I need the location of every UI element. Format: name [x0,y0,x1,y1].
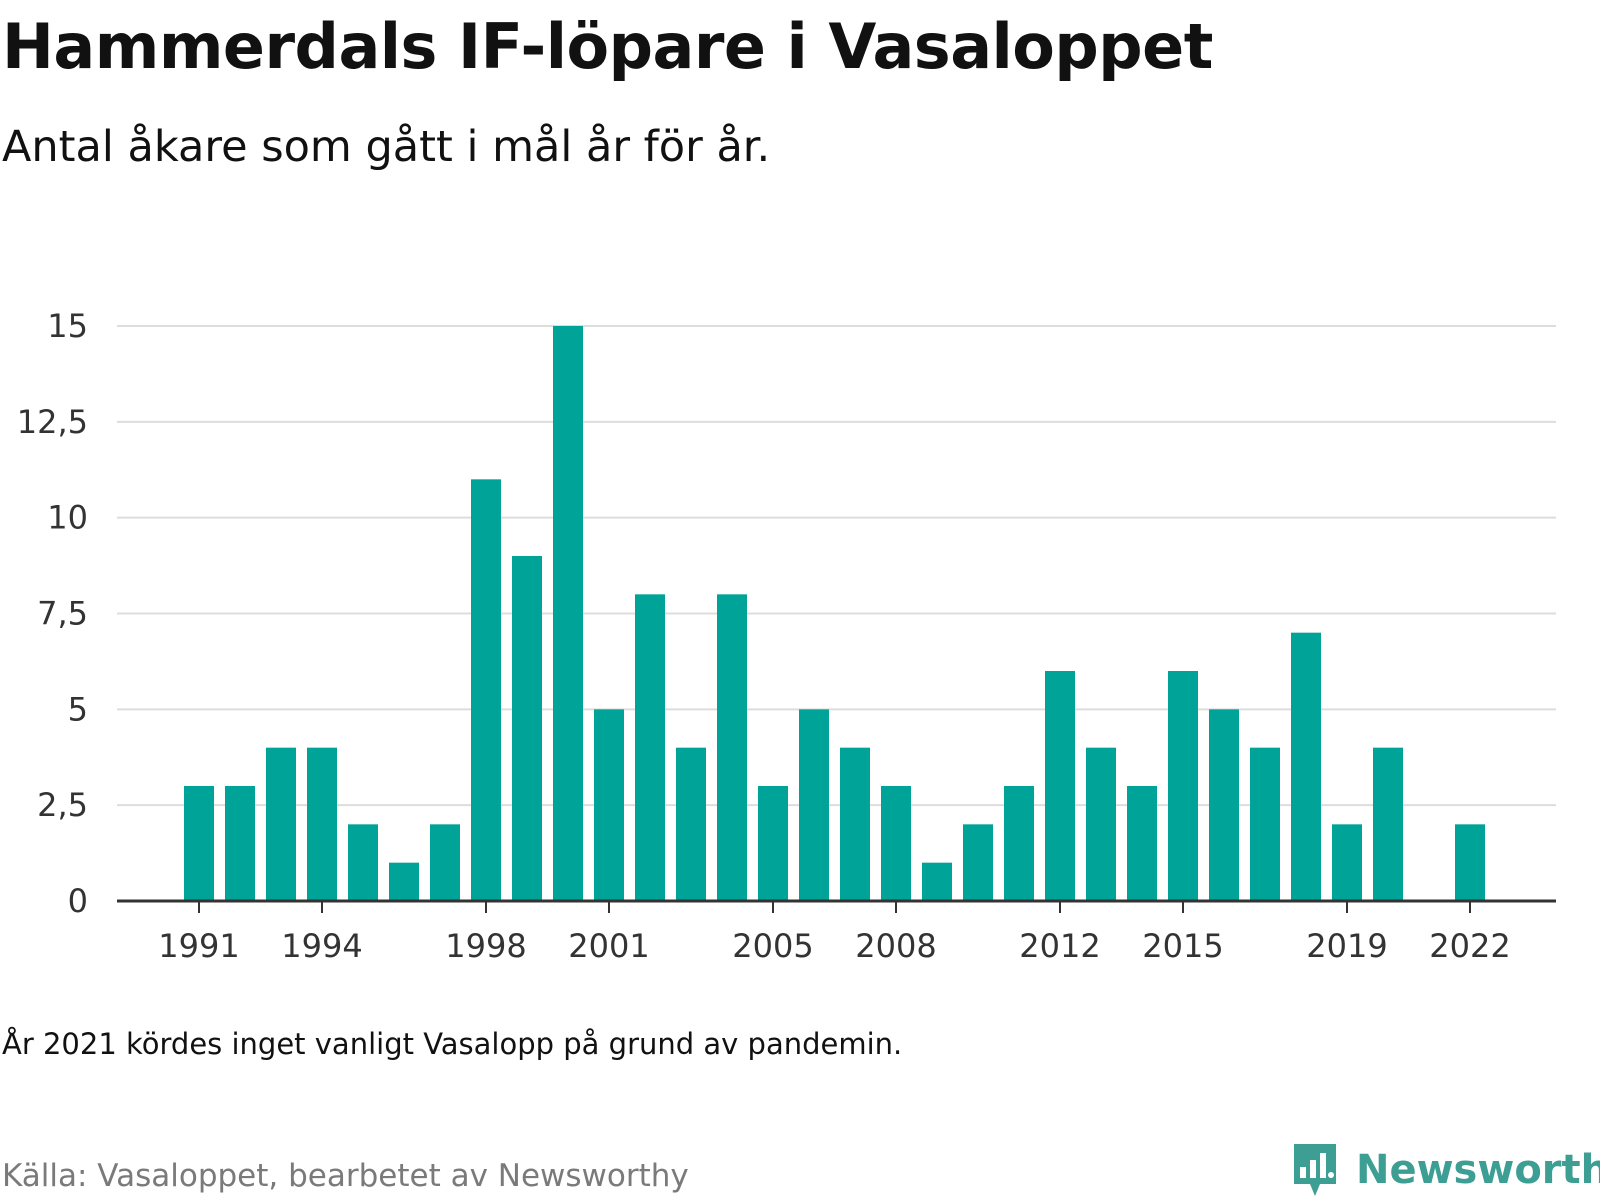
bar [307,747,337,901]
y-tick-label: 2,5 [37,786,88,824]
y-axis-ticks: 0 2,5 5 7,5 10 12,5 15 [17,307,88,920]
brand-name: Newsworthy [1356,1147,1600,1193]
x-tick-label: 2015 [1142,927,1223,965]
bar [717,594,747,901]
x-tick-label: 1991 [158,927,239,965]
x-tick-label: 2019 [1306,927,1387,965]
bar [1332,824,1362,901]
bar [1291,632,1321,901]
bar [1004,786,1034,901]
y-tick-label: 7,5 [37,595,88,633]
x-tick-label: 1994 [281,927,362,965]
chart-title: Hammerdals IF-löpare i Vasaloppet [2,10,1213,83]
bar [512,556,542,901]
x-tick-label: 2008 [855,927,936,965]
newsworthy-logo-icon [1294,1144,1336,1196]
bar [225,786,255,901]
bar [430,824,460,901]
bar [840,747,870,901]
chart-source: Källa: Vasaloppet, bearbetet av Newswort… [2,1158,689,1194]
bar [389,862,419,901]
bar [922,862,952,901]
y-tick-label: 12,5 [17,403,88,441]
y-tick-label: 10 [47,499,88,537]
bar [1086,747,1116,901]
bars [184,326,1485,901]
chart-subtitle: Antal åkare som gått i mål år för år. [2,122,771,172]
x-tick-label: 2001 [568,927,649,965]
x-tick-label: 2005 [732,927,813,965]
grid-lines [117,325,1556,807]
bar [1455,824,1485,901]
bar [799,709,829,901]
bar [471,479,501,901]
bar [758,786,788,901]
x-axis-ticks: 1991 1994 1998 2001 2005 2008 2012 2015 2019 2022 [158,901,1511,965]
bar [553,326,583,901]
bar [1250,747,1280,901]
bar [1209,709,1239,901]
bar [1373,747,1403,901]
bar [1168,671,1198,901]
bar [1127,786,1157,901]
y-tick-label: 5 [68,690,88,728]
bar [635,594,665,901]
bar [594,709,624,901]
bar [963,824,993,901]
bar-chart: 0 2,5 5 7,5 10 12,5 15 1991 1994 1998 2001 2005 200… [17,307,1556,965]
x-tick-label: 1998 [445,927,526,965]
bar [348,824,378,901]
bar [184,786,214,901]
bar [676,747,706,901]
x-tick-label: 2022 [1429,927,1510,965]
chart-note: År 2021 kördes inget vanligt Vasalopp på… [2,1027,903,1061]
bar [266,747,296,901]
x-tick-label: 2012 [1019,927,1100,965]
y-tick-label: 0 [68,882,88,920]
brand-logo: Newsworthy [1290,1140,1600,1200]
bar [1045,671,1075,901]
bar [881,786,911,901]
y-tick-label: 15 [47,307,88,345]
